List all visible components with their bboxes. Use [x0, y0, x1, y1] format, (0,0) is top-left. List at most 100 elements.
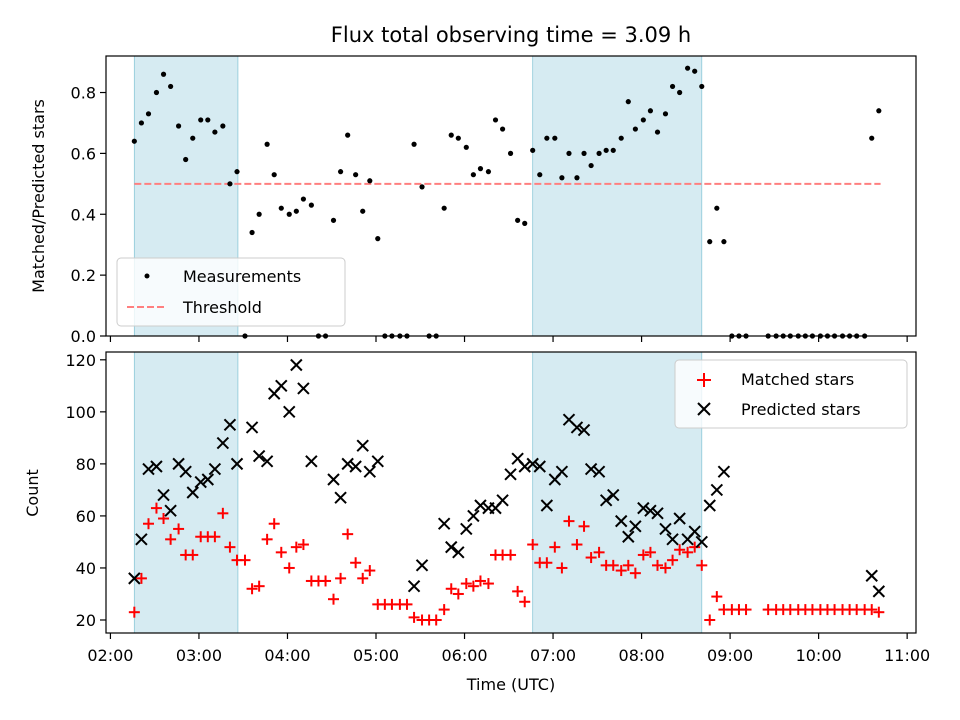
measurement-point [692, 68, 698, 74]
predicted-star-point [592, 465, 606, 478]
predicted-star-point [230, 457, 244, 471]
matched-star-point [320, 575, 332, 587]
measurement-point [190, 135, 196, 141]
x-tick-label: 09:00 [707, 646, 753, 665]
predicted-star-point [496, 494, 509, 507]
measurement-point [499, 126, 506, 132]
matched-star-point [667, 554, 679, 566]
predicted-star-point [327, 473, 340, 486]
predicted-star-point [872, 585, 886, 598]
predicted-star-point [584, 462, 598, 476]
measurement-point [264, 141, 270, 147]
measurement-point [610, 147, 616, 153]
measurement-point [537, 172, 543, 178]
x-tick-label: 08:00 [619, 646, 665, 665]
matched-star-point [740, 604, 752, 616]
matched-star-point [482, 578, 494, 590]
measurement-point [175, 123, 182, 129]
measurement-point [278, 205, 284, 211]
matched-star-point [512, 585, 524, 597]
legend-matched-marker [697, 373, 711, 387]
matched-star-point [364, 565, 376, 577]
matched-star-point [335, 572, 347, 584]
matched-star-point [239, 554, 251, 566]
predicted-star-point [216, 436, 230, 450]
top-panel: 0.00.20.40.60.8 Matched/Predicted stars … [29, 55, 917, 346]
legend-predicted-marker [697, 402, 711, 416]
predicted-star-point [577, 423, 591, 437]
predicted-star-point [305, 455, 318, 468]
matched-star-point [644, 546, 656, 558]
predicted-star-point [186, 486, 199, 499]
matched-star-point [261, 533, 273, 545]
measurement-point [455, 135, 461, 141]
measurement-point [662, 111, 669, 117]
x-tick-label: 03:00 [176, 646, 222, 665]
measurement-point [367, 178, 373, 184]
matched-star-point [290, 541, 302, 553]
measurement-point [707, 239, 713, 245]
y-tick-label: 0.8 [71, 84, 96, 103]
measurement-point [375, 236, 381, 242]
predicted-star-point [208, 462, 222, 476]
shaded-interval [133, 351, 239, 634]
measurement-point [160, 71, 167, 77]
y-tick-label: 20 [76, 611, 96, 630]
predicted-star-point [622, 530, 635, 543]
matched-star-point [593, 546, 605, 558]
measurement-point [559, 175, 565, 181]
x-tick-label: 10:00 [796, 646, 842, 665]
predicted-star-point [283, 405, 296, 419]
measurement-point [647, 108, 654, 114]
matched-star-point [275, 546, 287, 558]
measurement-point [330, 217, 337, 223]
matched-star-point [474, 575, 486, 587]
measurement-point [530, 147, 536, 153]
measurement-point [596, 150, 602, 156]
measurement-point [470, 172, 476, 178]
matched-star-point [142, 518, 154, 530]
matched-star-point [460, 578, 472, 590]
shaded-interval [532, 55, 703, 337]
top-legend: Measurements Threshold [116, 257, 346, 327]
x-axis-label: Time (UTC) [466, 675, 555, 694]
predicted-star-point [555, 465, 569, 478]
predicted-star-point [356, 439, 369, 452]
legend-matched-label: Matched stars [741, 370, 854, 389]
predicted-star-point [666, 533, 679, 546]
predicted-star-point [467, 509, 480, 523]
legend-threshold-label: Threshold [182, 298, 262, 317]
predicted-star-point [437, 517, 451, 530]
matched-star-point [297, 539, 309, 551]
measurement-point [153, 89, 160, 96]
predicted-star-point [637, 501, 650, 515]
measurement-point [714, 205, 720, 211]
predicted-star-point [474, 499, 487, 512]
measurement-point [360, 208, 366, 214]
predicted-star-point [445, 540, 458, 554]
predicted-star-point [452, 546, 465, 559]
matched-star-point [158, 513, 170, 525]
matched-star-point [408, 611, 420, 623]
x-tick-label: 02:00 [87, 646, 133, 665]
measurement-point [145, 111, 152, 117]
matched-star-point [607, 559, 619, 571]
predicted-star-point [673, 512, 686, 525]
y-tick-label: 100 [65, 403, 96, 422]
matched-star-point [519, 596, 531, 608]
bottom-axes-frame [105, 351, 917, 634]
matched-star-point [659, 562, 671, 574]
predicted-star-point [615, 514, 628, 528]
predicted-star-point [201, 473, 215, 486]
matched-star-point [527, 539, 539, 551]
matched-star-point [217, 507, 229, 519]
y-tick-label: 60 [76, 507, 96, 526]
predicted-star-point [407, 579, 421, 593]
measurement-point [345, 132, 351, 138]
top-axes-frame [105, 55, 917, 337]
matched-star-point [615, 565, 627, 577]
measurement-point [603, 147, 609, 153]
bottom-y-axis-label: Count [23, 469, 42, 517]
measurement-point [131, 138, 137, 144]
measurement-point [212, 129, 218, 135]
